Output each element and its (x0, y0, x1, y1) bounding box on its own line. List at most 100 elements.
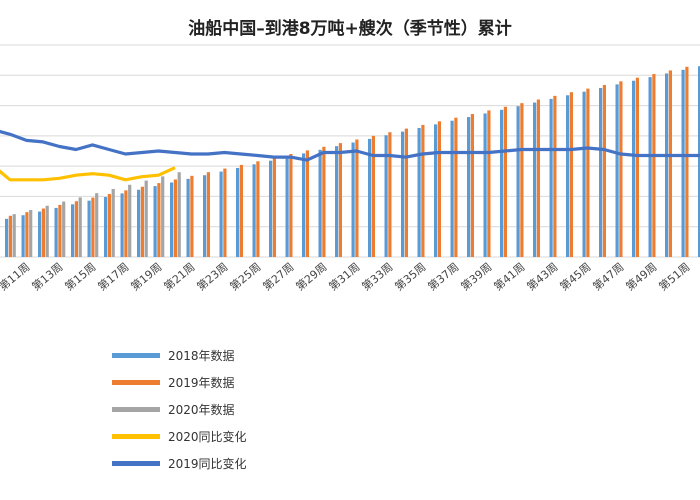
bar (239, 164, 243, 257)
bar (203, 175, 207, 257)
bar (128, 184, 132, 257)
series-line (0, 166, 176, 182)
bar (371, 135, 375, 257)
bar (450, 120, 454, 257)
bar (236, 167, 240, 257)
bar (487, 110, 491, 257)
bar (177, 172, 181, 257)
chart-title: 油船中国–到港8万吨+艘次（季节性）累计 (188, 19, 512, 39)
bar (322, 146, 326, 257)
bar (223, 168, 227, 257)
bar (635, 77, 639, 257)
bar (87, 200, 91, 257)
bar (289, 154, 293, 257)
x-tick-label: 第37周 (425, 260, 462, 294)
chart-plot: 第11周第13周第15周第17周第19周第21周第23周第25周第27周第29周… (0, 44, 700, 294)
x-tick-label: 第35周 (392, 260, 429, 294)
bar (632, 80, 636, 257)
bar (384, 135, 388, 257)
x-tick-label: 第45周 (557, 260, 594, 294)
bar (161, 176, 165, 257)
bar (434, 124, 438, 257)
bar (140, 186, 144, 257)
bar (256, 161, 260, 257)
bar (648, 77, 652, 257)
bar (91, 197, 95, 257)
bar (78, 197, 82, 257)
bar (21, 215, 25, 257)
x-tick-label: 第15周 (62, 260, 99, 294)
bar (668, 70, 672, 257)
bar (252, 164, 256, 257)
bar (45, 205, 49, 257)
bar (71, 204, 75, 257)
bar (569, 92, 573, 257)
series-line (0, 129, 700, 162)
bar (467, 117, 471, 257)
bar (388, 132, 392, 257)
bar (536, 99, 540, 257)
legend-label: 2019年数据 (168, 376, 235, 390)
x-tick-label: 第23周 (194, 260, 231, 294)
chart-legend: 2018年数据 2019年数据 2020年数据 2020同比变化 2019同比变化 (112, 342, 247, 477)
x-tick-label: 第21周 (161, 260, 198, 294)
bar (124, 190, 128, 257)
bar (335, 146, 339, 257)
bar (368, 138, 372, 257)
bar (520, 103, 524, 257)
bar (25, 212, 29, 257)
bar (95, 193, 99, 257)
bar (404, 128, 408, 257)
x-tick-label: 第13周 (29, 260, 66, 294)
bar (421, 124, 425, 257)
bar (615, 84, 619, 257)
x-tick-label: 第43周 (524, 260, 561, 294)
bar (120, 193, 124, 257)
bar (553, 95, 557, 257)
bar (602, 84, 606, 257)
bar (8, 215, 12, 257)
bar (599, 88, 603, 258)
bar (302, 153, 306, 257)
bar (137, 189, 141, 257)
bar (470, 114, 474, 258)
bar (144, 180, 148, 257)
bar (500, 109, 504, 257)
legend-label: 2020年数据 (168, 403, 235, 417)
bar (54, 207, 58, 257)
bar (355, 139, 359, 257)
bar (269, 160, 273, 257)
x-tick-label: 第25周 (227, 260, 264, 294)
x-tick-label: 第33周 (359, 260, 396, 294)
x-tick-label: 第41周 (491, 260, 528, 294)
x-tick-label: 第49周 (623, 260, 660, 294)
bar (516, 106, 520, 257)
bar (173, 179, 177, 257)
x-tick-label: 第27周 (260, 260, 297, 294)
legend-swatch (112, 407, 160, 412)
bar (74, 201, 78, 257)
bar (107, 194, 111, 257)
bar-series (5, 66, 700, 258)
bar (58, 204, 62, 257)
bar (170, 182, 174, 257)
legend-swatch (112, 380, 160, 385)
legend-item: 2020同比变化 (112, 423, 247, 450)
bar (104, 197, 108, 257)
bar (272, 157, 276, 257)
bar (38, 211, 42, 257)
bar (190, 175, 194, 257)
legend-label: 2020同比变化 (168, 430, 247, 444)
bar (41, 208, 45, 257)
bar (5, 218, 9, 257)
bar (206, 172, 210, 257)
x-tick-label: 第39周 (458, 260, 495, 294)
bar (157, 183, 161, 257)
x-tick-label: 第51周 (656, 260, 693, 294)
bar (619, 81, 623, 257)
bar (582, 91, 586, 257)
legend-swatch (112, 434, 160, 439)
x-tick-label: 第17周 (95, 260, 132, 294)
bar (153, 186, 157, 257)
bar (665, 73, 669, 258)
